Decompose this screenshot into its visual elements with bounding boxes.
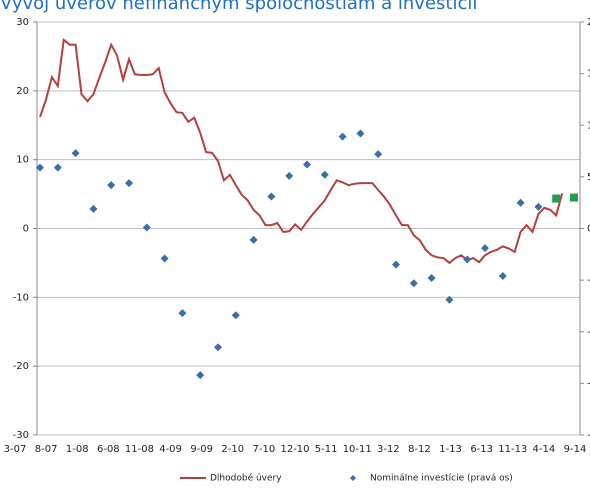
x-tick-label: 4-14 xyxy=(533,444,556,455)
x-tick-label: 11-13 xyxy=(498,444,527,455)
marker xyxy=(267,192,276,201)
marker xyxy=(71,149,80,158)
marker xyxy=(89,204,98,213)
y-tick-label: 0 xyxy=(23,224,29,235)
x-tick-label: 6-13 xyxy=(470,444,493,455)
x-tick-label: 1-13 xyxy=(439,444,462,455)
x-tick-label: 8-07 xyxy=(35,444,58,455)
marker xyxy=(338,132,347,141)
marker xyxy=(570,193,578,202)
legend-swatch xyxy=(350,475,356,481)
y-tick-label: -10 xyxy=(13,292,29,303)
x-tick-label: 9-09 xyxy=(190,444,213,455)
y2-tick-label: -15 xyxy=(587,378,590,389)
y2-tick-label: 0 xyxy=(587,224,590,235)
y2-tick-label: -20 xyxy=(587,430,590,441)
marker xyxy=(320,170,329,179)
marker xyxy=(249,235,258,244)
marker xyxy=(427,274,436,283)
x-tick-label: 10-11 xyxy=(343,444,372,455)
y2-tick-label: -5 xyxy=(587,275,590,286)
x-tick-label: 3-07 xyxy=(4,444,27,455)
legend-label: Dlhodobé úvery xyxy=(210,473,282,484)
marker xyxy=(374,150,383,159)
marker xyxy=(231,311,240,320)
marker xyxy=(214,343,222,352)
marker xyxy=(53,163,62,172)
marker xyxy=(463,255,472,264)
x-tick-label: 11-08 xyxy=(125,444,154,455)
marker xyxy=(285,171,294,180)
chart-title: Vývoj úverov nefinančným spoločnostiam a… xyxy=(0,0,478,14)
x-tick-label: 4-09 xyxy=(159,444,182,455)
marker xyxy=(516,198,525,207)
x-tick-label: 8-12 xyxy=(408,444,431,455)
marker xyxy=(303,160,311,169)
x-tick-label: 9-14 xyxy=(564,444,587,455)
y2-tick-label: 10 xyxy=(587,120,590,131)
marker xyxy=(445,295,454,304)
y2-tick-label: 15 xyxy=(587,69,590,80)
y-tick-label: -20 xyxy=(13,361,29,372)
marker xyxy=(552,194,561,203)
line xyxy=(39,38,564,265)
marker xyxy=(178,309,187,318)
marker xyxy=(107,181,116,190)
marker xyxy=(196,371,205,380)
marker xyxy=(36,163,44,172)
x-tick-label: 2-10 xyxy=(221,444,244,455)
x-tick-label: 7-10 xyxy=(253,444,276,455)
x-tick-label: 6-08 xyxy=(97,444,120,455)
x-tick-label: 1-08 xyxy=(66,444,89,455)
y-tick-label: -30 xyxy=(13,430,29,441)
marker xyxy=(498,271,507,280)
marker xyxy=(160,254,169,263)
y2-tick-label: 20 xyxy=(587,17,590,28)
marker xyxy=(356,129,365,138)
marker xyxy=(125,179,133,188)
y2-tick-label: -10 xyxy=(587,327,590,338)
marker xyxy=(392,260,400,269)
y-tick-label: 10 xyxy=(16,155,29,166)
marker xyxy=(534,202,543,211)
x-tick-label: 5-11 xyxy=(315,444,338,455)
marker xyxy=(142,223,151,232)
y-tick-label: 20 xyxy=(16,86,29,97)
legend-label: Nominálne investície (pravá os) xyxy=(370,474,513,484)
x-tick-label: 3-12 xyxy=(377,444,400,455)
x-tick-label: 12-10 xyxy=(280,444,309,455)
marker xyxy=(481,244,489,253)
marker xyxy=(409,279,418,288)
y-tick-label: 30 xyxy=(16,17,29,28)
y2-tick-label: 5 xyxy=(587,172,590,183)
